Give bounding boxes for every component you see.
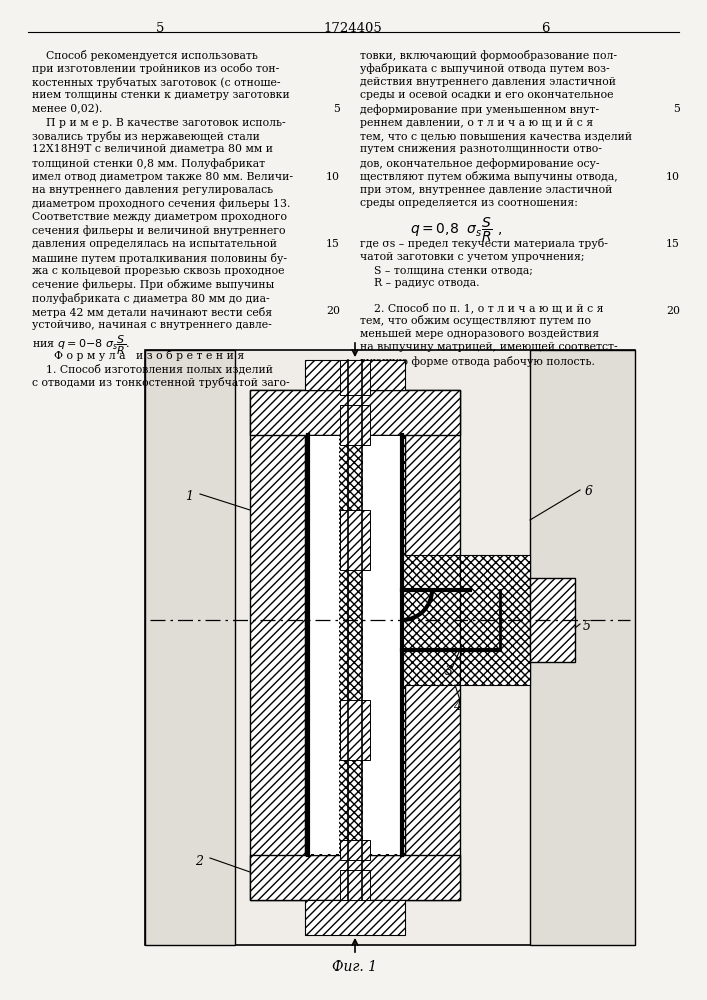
Text: давления определялась на испытательной: давления определялась на испытательной bbox=[32, 239, 277, 249]
Text: чатой заготовки с учетом упрочнения;: чатой заготовки с учетом упрочнения; bbox=[360, 251, 585, 261]
Text: с отводами из тонкостенной трубчатой заго-: с отводами из тонкостенной трубчатой заг… bbox=[32, 377, 290, 388]
Text: менее 0,02).: менее 0,02). bbox=[32, 104, 103, 114]
Text: 10: 10 bbox=[666, 172, 680, 182]
Polygon shape bbox=[145, 350, 235, 945]
Polygon shape bbox=[340, 870, 370, 900]
Text: ществляют путем обжима выпучины отвода,: ществляют путем обжима выпучины отвода, bbox=[360, 172, 618, 182]
Text: 15: 15 bbox=[326, 239, 340, 249]
Text: зовались трубы из нержавеющей стали: зовались трубы из нержавеющей стали bbox=[32, 131, 260, 142]
Text: 2. Способ по п. 1, о т л и ч а ю щ и й с я: 2. Способ по п. 1, о т л и ч а ю щ и й с… bbox=[360, 302, 604, 313]
Text: уфабриката с выпучиной отвода путем воз-: уфабриката с выпучиной отвода путем воз- bbox=[360, 64, 609, 75]
Text: полуфабриката с диаметра 80 мм до диа-: полуфабриката с диаметра 80 мм до диа- bbox=[32, 293, 269, 304]
Text: $q = 0{,}8\ \ \sigma_s\dfrac{S}{R}\ ,$: $q = 0{,}8\ \ \sigma_s\dfrac{S}{R}\ ,$ bbox=[410, 216, 502, 244]
Text: 5: 5 bbox=[583, 620, 591, 633]
Text: тем, что с целью повышения качества изделий: тем, что с целью повышения качества изде… bbox=[360, 131, 632, 141]
Text: 20: 20 bbox=[326, 306, 340, 316]
Text: 1: 1 bbox=[185, 490, 193, 503]
Text: на внутреннего давления регулировалась: на внутреннего давления регулировалась bbox=[32, 185, 273, 195]
Text: Способ рекомендуется использовать: Способ рекомендуется использовать bbox=[32, 50, 258, 61]
Polygon shape bbox=[405, 390, 460, 900]
Text: сечения фильеры и величиной внутреннего: сечения фильеры и величиной внутреннего bbox=[32, 226, 286, 236]
Polygon shape bbox=[250, 855, 460, 900]
Text: вующую форме отвода рабочую полость.: вующую форме отвода рабочую полость. bbox=[360, 356, 595, 367]
Polygon shape bbox=[340, 510, 370, 570]
Text: 15: 15 bbox=[666, 239, 680, 249]
Text: 20: 20 bbox=[666, 306, 680, 316]
Text: при изготовлении тройников из особо тон-: при изготовлении тройников из особо тон- bbox=[32, 64, 279, 75]
Text: 12Х18Н9Т с величиной диаметра 80 мм и: 12Х18Н9Т с величиной диаметра 80 мм и bbox=[32, 144, 273, 154]
Text: Соответствие между диаметром проходного: Соответствие между диаметром проходного bbox=[32, 212, 287, 222]
Text: деформирование при уменьшенном внут-: деформирование при уменьшенном внут- bbox=[360, 104, 599, 115]
Text: среды и осевой осадки и его окончательное: среды и осевой осадки и его окончательно… bbox=[360, 91, 614, 101]
Polygon shape bbox=[250, 390, 305, 900]
Text: сечение фильеры. При обжиме выпучины: сечение фильеры. При обжиме выпучины bbox=[32, 279, 274, 290]
Text: П р и м е р. В качестве заготовок исполь-: П р и м е р. В качестве заготовок исполь… bbox=[32, 117, 286, 127]
Text: 5: 5 bbox=[333, 104, 340, 114]
Text: 5: 5 bbox=[156, 22, 164, 35]
Text: реннем давлении, о т л и ч а ю щ и й с я: реннем давлении, о т л и ч а ю щ и й с я bbox=[360, 117, 593, 127]
Text: действия внутреннего давления эластичной: действия внутреннего давления эластичной bbox=[360, 77, 616, 87]
Polygon shape bbox=[340, 840, 370, 860]
Polygon shape bbox=[305, 435, 460, 855]
Text: путем снижения разнотолщинности отво-: путем снижения разнотолщинности отво- bbox=[360, 144, 602, 154]
Text: 25: 25 bbox=[326, 374, 340, 384]
Text: ния $q = 0{-}8\ \sigma_s\dfrac{S}{R}$.: ния $q = 0{-}8\ \sigma_s\dfrac{S}{R}$. bbox=[32, 334, 130, 357]
Polygon shape bbox=[340, 360, 370, 395]
Text: 5: 5 bbox=[673, 104, 680, 114]
Text: 1. Способ изготовления полых изделий: 1. Способ изготовления полых изделий bbox=[32, 363, 273, 374]
Text: 3: 3 bbox=[445, 665, 453, 678]
Text: диаметром проходного сечения фильеры 13.: диаметром проходного сечения фильеры 13. bbox=[32, 198, 291, 209]
Text: при этом, внутреннее давление эластичной: при этом, внутреннее давление эластичной bbox=[360, 185, 612, 195]
Text: дов, окончательное деформирование осу-: дов, окончательное деформирование осу- bbox=[360, 158, 600, 169]
Text: метра 42 мм детали начинают вести себя: метра 42 мм детали начинают вести себя bbox=[32, 306, 272, 318]
Polygon shape bbox=[363, 436, 401, 854]
Polygon shape bbox=[305, 360, 405, 390]
Text: нием толщины стенки к диаметру заготовки: нием толщины стенки к диаметру заготовки bbox=[32, 91, 290, 101]
Polygon shape bbox=[305, 900, 405, 935]
Text: машине путем проталкивания половины бу-: машине путем проталкивания половины бу- bbox=[32, 252, 287, 263]
Text: устойчиво, начиная с внутреннего давле-: устойчиво, начиная с внутреннего давле- bbox=[32, 320, 271, 330]
Text: где σs – предел текучести материала труб-: где σs – предел текучести материала труб… bbox=[360, 238, 608, 249]
Text: костенных трубчатых заготовок (с отноше-: костенных трубчатых заготовок (с отноше- bbox=[32, 77, 281, 88]
Text: S – толщина стенки отвода;: S – толщина стенки отвода; bbox=[360, 265, 533, 275]
Polygon shape bbox=[530, 350, 635, 945]
Text: Фиг. 1: Фиг. 1 bbox=[332, 960, 378, 974]
Text: жа с кольцевой прорезью сквозь проходное: жа с кольцевой прорезью сквозь проходное bbox=[32, 266, 284, 276]
Text: имел отвод диаметром также 80 мм. Величи-: имел отвод диаметром также 80 мм. Величи… bbox=[32, 172, 293, 182]
Text: среды определяется из соотношения:: среды определяется из соотношения: bbox=[360, 198, 578, 209]
Text: тем, что обжим осуществляют путем по: тем, что обжим осуществляют путем по bbox=[360, 316, 591, 326]
Polygon shape bbox=[530, 578, 575, 662]
Text: на выпучину матрицей, имеющей соответст-: на выпучину матрицей, имеющей соответст- bbox=[360, 342, 618, 353]
Text: 4: 4 bbox=[453, 700, 461, 713]
Text: 2: 2 bbox=[195, 855, 203, 868]
Text: товки, включающий формообразование пол-: товки, включающий формообразование пол- bbox=[360, 50, 617, 61]
Text: толщиной стенки 0,8 мм. Полуфабрикат: толщиной стенки 0,8 мм. Полуфабрикат bbox=[32, 158, 265, 169]
Text: 10: 10 bbox=[326, 172, 340, 182]
Polygon shape bbox=[250, 390, 460, 435]
Polygon shape bbox=[340, 405, 370, 445]
Polygon shape bbox=[309, 436, 339, 854]
Polygon shape bbox=[145, 350, 635, 945]
Polygon shape bbox=[460, 555, 530, 685]
Text: R – радиус отвода.: R – радиус отвода. bbox=[360, 278, 479, 288]
Text: 6: 6 bbox=[585, 485, 593, 498]
Text: 1724405: 1724405 bbox=[324, 22, 382, 35]
Text: Ф о р м у л а   и з о б р е т е н и я: Ф о р м у л а и з о б р е т е н и я bbox=[54, 350, 244, 361]
Text: меньшей мере одноразового воздействия: меньшей мере одноразового воздействия bbox=[360, 329, 599, 339]
Text: 6: 6 bbox=[541, 22, 549, 35]
Polygon shape bbox=[340, 700, 370, 760]
